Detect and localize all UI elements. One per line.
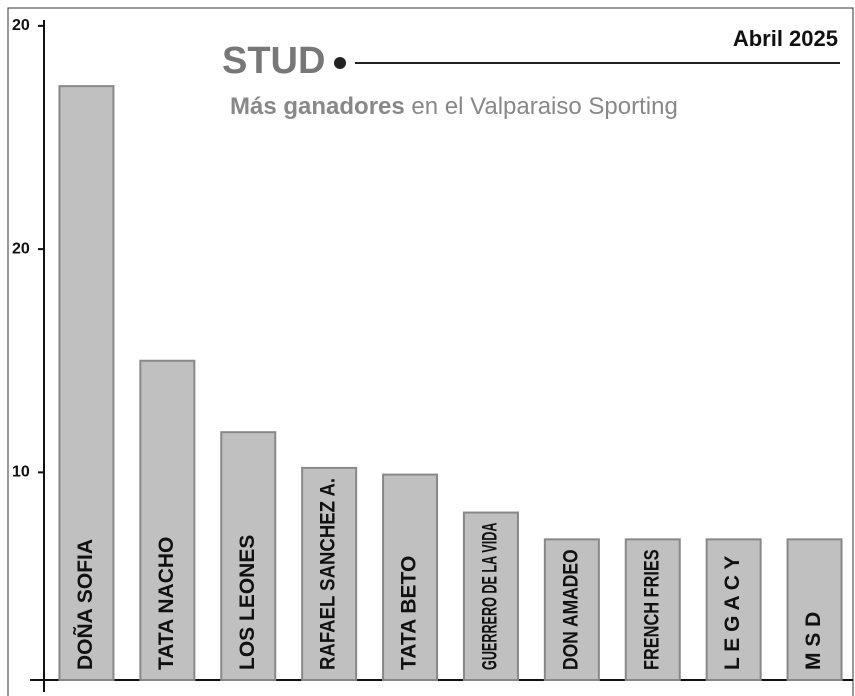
bar (624, 538, 681, 681)
bar-label: DOÑA SOFIA (74, 539, 97, 670)
bar (382, 473, 439, 681)
bar-label: TATA BETO (398, 556, 421, 670)
bar-label: TATA NACHO (155, 537, 178, 670)
subtitle-rest: en el Valparaiso Sporting (411, 93, 677, 120)
subtitle-bold: Más ganadores (230, 93, 405, 120)
bar (543, 538, 600, 681)
bar (220, 431, 277, 681)
bar (301, 466, 358, 681)
bar-label: L E G A C Y (721, 556, 744, 670)
date: Abril 2025 (733, 26, 838, 51)
title-dot (334, 57, 346, 69)
bar (139, 359, 196, 681)
bar-label: GUERRERO DE LA VIDA (478, 523, 501, 670)
bar-label: FRENCH FRIES (640, 549, 663, 670)
subtitle: Más ganadores en el Valparaiso Sporting (230, 93, 678, 120)
bar-label: M S D (802, 612, 825, 670)
y-tick-label: 10 (12, 464, 30, 481)
bar (462, 511, 519, 682)
y-tick-label: 20 (12, 17, 30, 34)
frame (7, 7, 854, 696)
chart-title: STUD (222, 40, 325, 82)
bar (786, 538, 843, 681)
bar-label: RAFAEL SANCHEZ A. (317, 478, 340, 670)
bar (58, 85, 115, 682)
y-tick-label: 20 (12, 240, 30, 257)
bar-label: DON AMADEO (559, 549, 582, 670)
bar-label: LOS LEONES (236, 535, 259, 670)
bar (705, 538, 762, 681)
